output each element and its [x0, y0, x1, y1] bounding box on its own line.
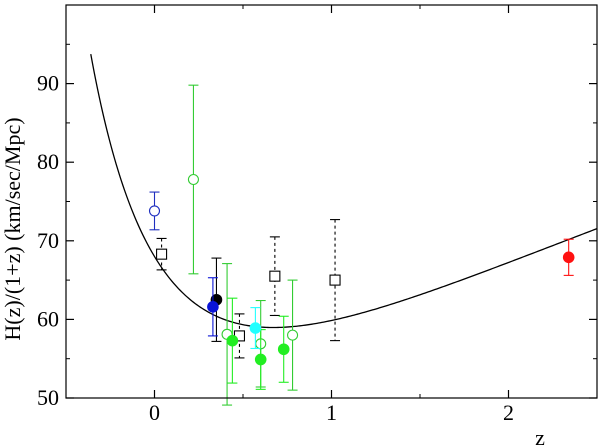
series-2 — [187, 84, 299, 406]
x-tick-label: 0 — [149, 400, 160, 425]
data-point — [562, 251, 575, 264]
data-point — [269, 270, 281, 282]
series-0 — [148, 191, 161, 231]
model-curve-line — [90, 53, 597, 329]
data-point — [277, 343, 290, 356]
data-point — [249, 322, 262, 334]
series-7 — [562, 238, 575, 276]
y-tick-label: 70 — [37, 228, 59, 253]
series-1 — [156, 219, 341, 359]
data-point — [148, 205, 161, 217]
data-point — [156, 248, 168, 260]
data-point — [287, 329, 299, 341]
series-6 — [249, 307, 262, 350]
y-tick-label: 90 — [37, 71, 59, 96]
data-point — [226, 334, 239, 347]
data-point — [254, 353, 267, 366]
x-tick-label: 2 — [503, 400, 514, 425]
plot-frame — [65, 4, 598, 399]
data-series-layer — [148, 84, 575, 406]
tick-layer: 0 1 2 50 60 70 80 90 — [37, 5, 598, 425]
x-axis-label: z — [535, 425, 545, 448]
model-curve-layer — [90, 53, 597, 329]
x-tick-label: 1 — [326, 400, 337, 425]
series-5 — [226, 297, 290, 390]
y-axis-label: H(z)/(1+z) (km/sec/Mpc) — [0, 117, 25, 340]
y-tick-label: 60 — [37, 306, 59, 331]
y-tick-label: 80 — [37, 149, 59, 174]
series-4 — [207, 277, 219, 337]
data-point — [329, 274, 341, 286]
data-point — [207, 301, 219, 313]
y-tick-label: 50 — [37, 385, 59, 410]
data-point — [187, 173, 199, 186]
